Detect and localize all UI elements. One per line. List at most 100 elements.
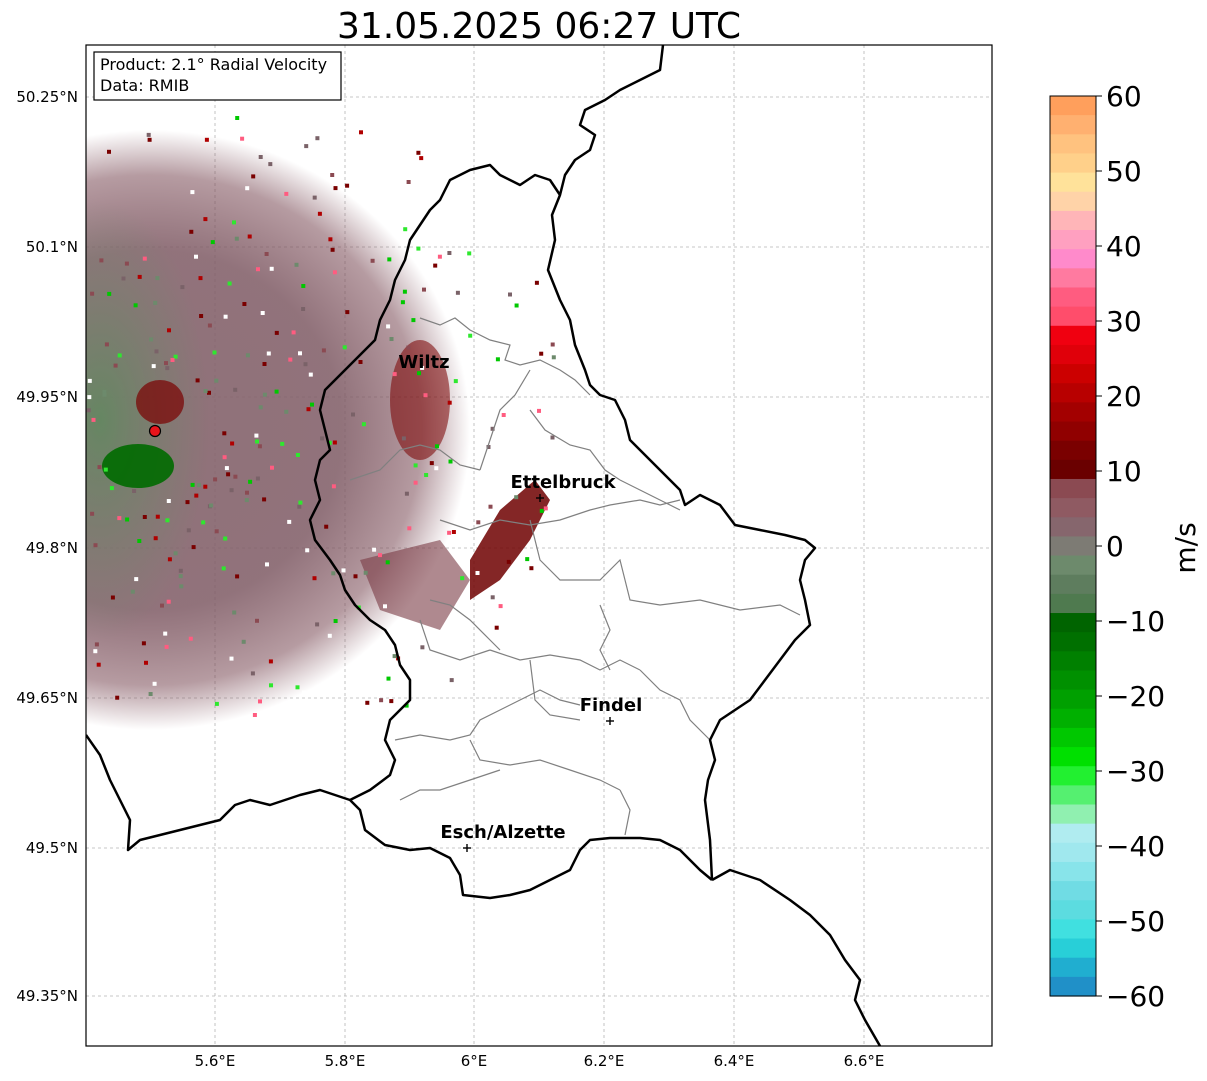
- radar-pixel: [90, 291, 95, 296]
- radar-pixel: [254, 433, 259, 438]
- info-data: Data: RMIB: [100, 76, 189, 95]
- radar-pixel: [232, 220, 236, 225]
- radar-pixel: [255, 618, 259, 623]
- radar-pixel: [447, 251, 452, 255]
- radar-pixel: [416, 150, 421, 155]
- radar-pixel: [419, 156, 424, 161]
- marker-findel: [606, 717, 614, 725]
- radar-pixel: [93, 649, 98, 654]
- radar-pixel: [203, 484, 208, 489]
- radar-pixel: [109, 486, 114, 491]
- colorbar-band: [1050, 230, 1096, 250]
- y-tick-label: 50.1°N: [26, 238, 78, 256]
- radar-pixel: [103, 467, 108, 472]
- radar-pixel: [514, 303, 519, 308]
- radar-pixel: [222, 431, 227, 436]
- colorbar-band: [1050, 134, 1096, 155]
- map-area: Wiltz Ettelbruck Findel Esch/Alzette Pro…: [16, 44, 993, 1070]
- radar-pixel: [268, 659, 273, 664]
- radar-pixel: [130, 589, 135, 594]
- radar-pixel: [179, 584, 184, 589]
- colorbar-band: [1050, 459, 1096, 480]
- radar-pixel: [424, 473, 429, 477]
- radar-pixel: [258, 405, 263, 410]
- radar-pixel: [332, 270, 337, 275]
- radar-pixel: [330, 173, 335, 177]
- radar-pixel: [333, 186, 338, 191]
- y-tick-label: 49.5°N: [26, 839, 78, 857]
- colorbar-band: [1050, 938, 1096, 959]
- colorbar-band: [1050, 804, 1096, 825]
- radar-pixel: [358, 360, 363, 364]
- radar-pixel: [214, 701, 219, 706]
- colorbar-tick-label: −20: [1106, 680, 1165, 713]
- radar-pixel: [189, 229, 194, 234]
- radar-pixel: [152, 681, 157, 686]
- radar-pixel: [167, 328, 171, 333]
- radar-pixel: [392, 654, 397, 659]
- colorbar-band: [1050, 670, 1096, 691]
- radar-pixel: [525, 557, 530, 562]
- radar-pixel: [247, 234, 252, 239]
- radar-pixel: [351, 412, 355, 417]
- radar-pixel: [195, 378, 200, 383]
- radar-pixel: [392, 372, 397, 377]
- radar-pixel: [341, 568, 346, 573]
- radar-pixel: [342, 345, 347, 350]
- radar-pixel: [125, 517, 130, 522]
- radar-pixel: [385, 560, 390, 565]
- radar-pixel: [411, 318, 416, 323]
- radar-pixel: [423, 393, 428, 398]
- radar-pixel: [110, 595, 115, 600]
- radar-pixel: [420, 645, 425, 650]
- radar-pixel: [227, 281, 232, 286]
- x-tick-label: 6.6°E: [844, 1052, 885, 1070]
- radar-pixel: [488, 504, 493, 509]
- radar-pixel: [266, 351, 271, 356]
- radar-pixel: [201, 520, 206, 525]
- radar-pixel: [113, 363, 118, 368]
- radar-pixel: [302, 690, 307, 695]
- y-tick-label: 49.35°N: [16, 987, 78, 1005]
- radar-pixel: [406, 180, 411, 184]
- radar-pixel: [404, 703, 409, 708]
- radar-pixel: [308, 372, 313, 377]
- radar-pixel: [294, 262, 299, 267]
- radar-pixel: [97, 465, 102, 470]
- radar-pixel: [252, 713, 257, 717]
- colorbar-band: [1050, 287, 1096, 308]
- radar-pixel: [188, 636, 193, 641]
- radar-pixel: [229, 488, 234, 493]
- colorbar-band: [1050, 861, 1096, 882]
- radar-pixel: [284, 409, 289, 414]
- radar-pixel: [99, 258, 104, 263]
- radar-pixel: [297, 154, 301, 159]
- info-box: Product: 2.1° Radial Velocity Data: RMIB: [93, 51, 342, 101]
- radar-pixel: [160, 603, 164, 608]
- colorbar-tick-label: 30: [1106, 305, 1142, 338]
- radar-pixel: [508, 292, 512, 297]
- radar-pixel: [93, 543, 98, 548]
- radar-pixel: [224, 466, 229, 471]
- colorbar-band: [1050, 536, 1096, 557]
- radar-pixel: [453, 379, 458, 384]
- radar-pixel: [96, 662, 101, 667]
- radar-pixel: [94, 642, 99, 647]
- radar-pixel: [370, 258, 375, 263]
- radar-pixel: [155, 514, 160, 519]
- radar-pixel: [379, 698, 384, 703]
- radar-pixel: [460, 576, 465, 581]
- map-frame: [85, 44, 993, 1047]
- colorbar-band: [1050, 306, 1096, 327]
- colorbar-band: [1050, 747, 1096, 767]
- radar-pixel: [87, 378, 92, 383]
- radar-pixel: [417, 371, 421, 376]
- radar-pixel: [107, 291, 112, 296]
- radar-pixel: [164, 644, 169, 649]
- radar-pixel: [203, 389, 208, 393]
- radar-pixel: [345, 183, 350, 188]
- x-tick-label: 6.2°E: [584, 1052, 625, 1070]
- radar-pixel: [265, 562, 269, 567]
- place-label-wiltz: Wiltz: [398, 352, 449, 373]
- radar-pixel: [327, 440, 332, 445]
